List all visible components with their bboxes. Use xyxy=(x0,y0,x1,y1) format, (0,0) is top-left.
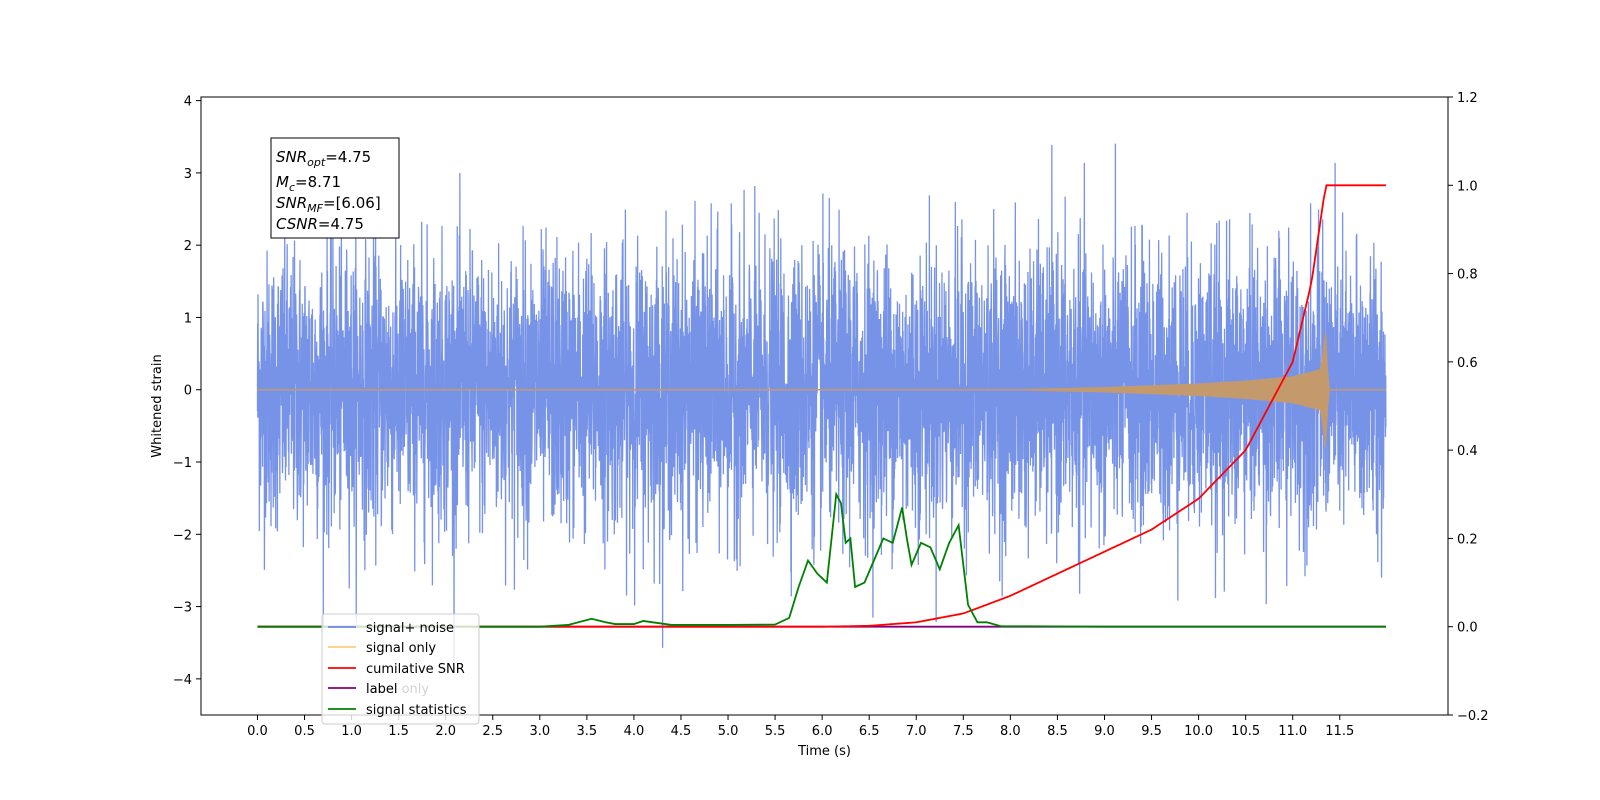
x-tick-label: 11.0 xyxy=(1278,724,1307,739)
annotation-line: SNRMF=[6.06] xyxy=(276,194,381,215)
x-tick-label: 1.0 xyxy=(341,724,362,739)
x-tick-label: 9.0 xyxy=(1094,724,1115,739)
x-axis-label: Time (s) xyxy=(797,744,851,759)
x-tick-label: 6.0 xyxy=(812,724,833,739)
y-tick-label: −2 xyxy=(173,528,192,543)
y-tick-label: 2 xyxy=(184,239,192,254)
y-tick-label: 4 xyxy=(184,95,192,110)
y-tick-label: 3 xyxy=(184,167,192,182)
y2-tick-label: 0.8 xyxy=(1457,268,1478,283)
legend-label-obscured: label only xyxy=(366,682,429,697)
y-axis-label: Whitened strain xyxy=(150,354,165,457)
x-tick-label: 10.0 xyxy=(1184,724,1213,739)
y-tick-label: −1 xyxy=(173,456,192,471)
x-tick-label: 4.5 xyxy=(671,724,692,739)
x-tick-label: 9.5 xyxy=(1141,724,1162,739)
x-tick-label: 7.5 xyxy=(953,724,974,739)
x-tick-label: 4.0 xyxy=(624,724,645,739)
x-tick-label: 5.5 xyxy=(765,724,786,739)
x-tick-label: 2.5 xyxy=(482,724,503,739)
plot-frame xyxy=(200,96,1449,716)
legend-label: signal+ noise xyxy=(366,621,454,636)
annotation-frame xyxy=(270,137,400,239)
x-axis: 0.0 0.5 1.0 1.5 2.0 2.5 3.0 3.5 4.0 4.5 5.0 5.5 6.0 6… xyxy=(247,715,1354,739)
y2-tick-label: −0.2 xyxy=(1457,709,1489,724)
annotation-line: CSNR=4.75 xyxy=(276,215,364,233)
y-axis-right: −0.2 0.0 0.2 0.4 0.6 0.8 1.0 1.2 xyxy=(1448,91,1489,724)
annotation-line: Mc=8.71 xyxy=(276,173,341,194)
y-axis-left: −4 −3 −2 −1 0 1 2 3 4 xyxy=(173,95,201,688)
y-tick-label: 0 xyxy=(184,384,192,399)
legend: signal+ noise signal only cumilative SNR la… xyxy=(321,613,480,725)
legend-label: signal statistics xyxy=(366,703,467,718)
y2-tick-label: 0.2 xyxy=(1457,532,1478,547)
legend-label: label xyxy=(366,682,397,697)
annotation-line: SNRopt=4.75 xyxy=(276,148,371,169)
x-tick-label: 8.0 xyxy=(1000,724,1021,739)
x-tick-label: 7.0 xyxy=(906,724,927,739)
y-tick-label: −4 xyxy=(173,673,192,688)
legend-label: cumilative SNR xyxy=(366,662,465,677)
x-tick-label: 0.0 xyxy=(247,724,268,739)
x-tick-label: 2.0 xyxy=(435,724,456,739)
series-signal-statistics-line xyxy=(257,491,1386,628)
x-tick-label: 1.5 xyxy=(388,724,409,739)
series-signal-noise-line xyxy=(256,143,1387,666)
y2-tick-label: 0.6 xyxy=(1457,356,1478,371)
y2-tick-label: 1.2 xyxy=(1457,91,1478,106)
x-tick-label: 0.5 xyxy=(294,724,315,739)
y2-tick-label: 0.0 xyxy=(1457,621,1478,636)
x-tick-label: 8.5 xyxy=(1047,724,1068,739)
y-tick-label: 1 xyxy=(184,311,192,326)
y2-tick-label: 0.4 xyxy=(1457,444,1478,459)
y-tick-label: −3 xyxy=(173,601,192,616)
legend-label: signal only xyxy=(366,641,436,656)
legend-frame xyxy=(321,613,480,725)
x-tick-label: 11.5 xyxy=(1325,724,1354,739)
series-layer xyxy=(256,143,1387,666)
x-tick-label: 10.5 xyxy=(1231,724,1260,739)
x-tick-label: 6.5 xyxy=(859,724,880,739)
x-tick-label: 3.5 xyxy=(577,724,598,739)
y2-tick-label: 1.0 xyxy=(1457,179,1478,194)
x-tick-label: 5.0 xyxy=(718,724,739,739)
x-tick-label: 3.0 xyxy=(529,724,550,739)
